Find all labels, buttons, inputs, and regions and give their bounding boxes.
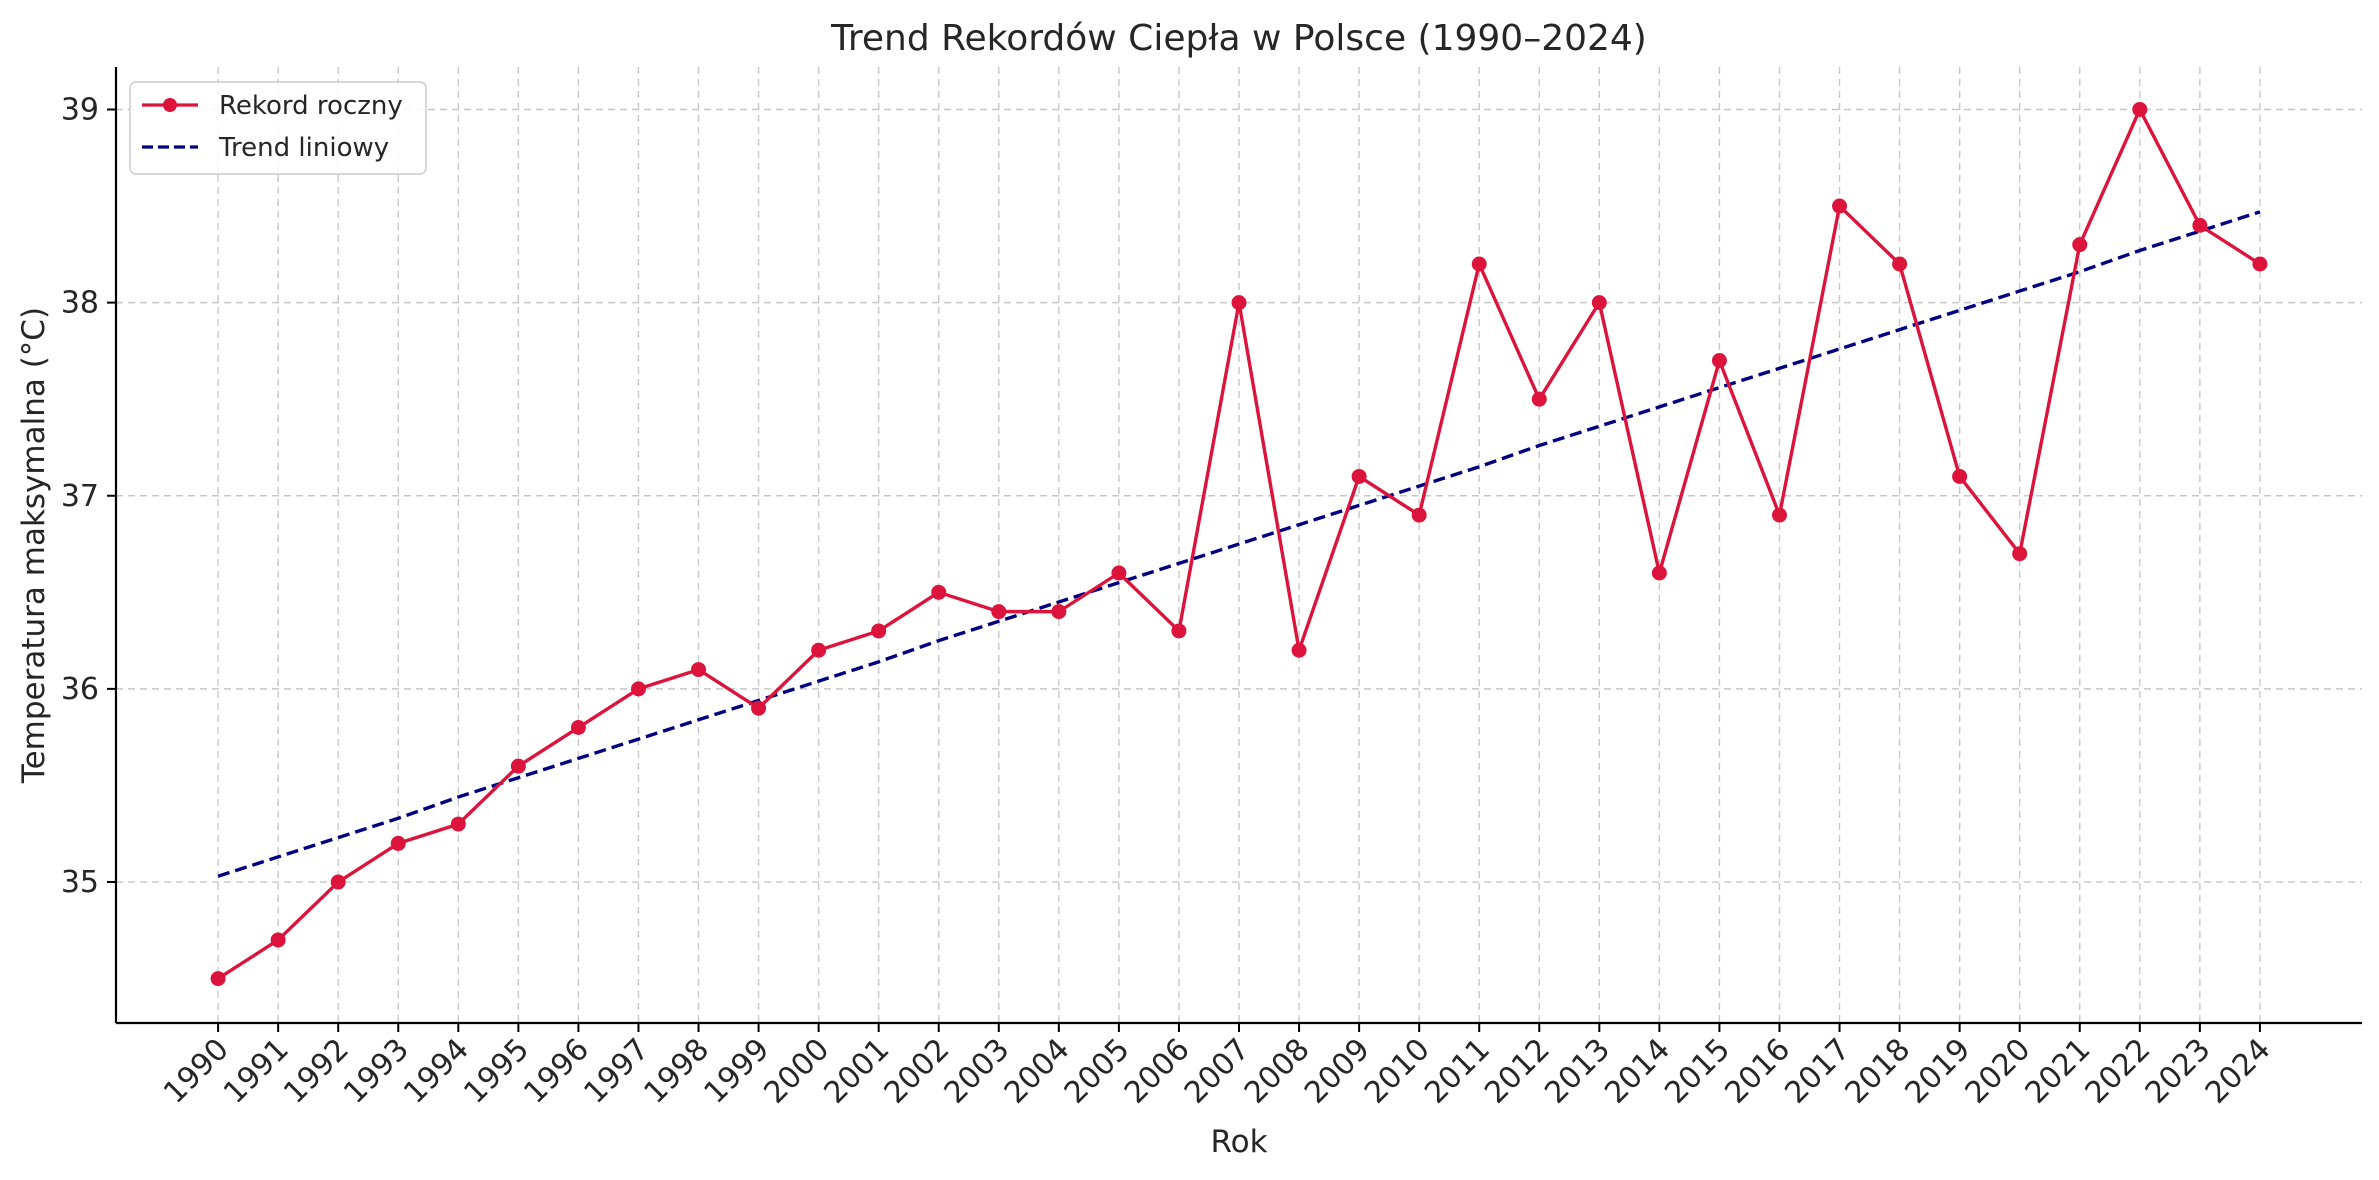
x-tick-label: 2011	[1418, 1032, 1497, 1111]
x-tick-label: 1999	[697, 1032, 776, 1111]
x-tick-label: 2009	[1298, 1032, 1377, 1111]
x-tick-label: 1994	[397, 1032, 476, 1111]
x-tick-label: 2010	[1358, 1032, 1437, 1111]
x-tick-label: 2023	[2139, 1032, 2218, 1111]
x-tick-label: 2024	[2199, 1032, 2278, 1111]
legend-box	[129, 81, 427, 175]
data-point-rekord	[691, 662, 707, 678]
data-point-rekord	[1591, 295, 1607, 311]
y-tick-label: 36	[61, 672, 99, 707]
x-tick-label: 1998	[637, 1032, 716, 1111]
data-point-rekord	[2072, 237, 2088, 253]
data-point-rekord	[1471, 256, 1487, 272]
x-tick-label: 1996	[517, 1032, 596, 1111]
x-tick-label: 1991	[217, 1032, 296, 1111]
legend-label-rekord: Rekord roczny	[219, 91, 403, 121]
x-tick-label: 2019	[1899, 1032, 1978, 1111]
data-point-rekord	[450, 816, 466, 832]
data-point-rekord	[931, 584, 947, 600]
data-point-rekord	[1832, 198, 1848, 214]
x-tick-label: 2001	[818, 1032, 897, 1111]
legend-label-trend: Trend liniowy	[218, 133, 389, 163]
data-point-rekord	[1531, 391, 1547, 407]
x-ticks: 1990199119921993199419951996199719981999…	[157, 1023, 2278, 1111]
legend-marker-rekord	[163, 98, 177, 112]
x-tick-label: 2014	[1598, 1032, 1677, 1111]
data-point-rekord	[1711, 353, 1727, 369]
x-tick-label: 1990	[157, 1032, 236, 1111]
data-point-rekord	[2192, 217, 2208, 233]
data-point-rekord	[871, 623, 887, 639]
data-point-rekord	[570, 720, 586, 736]
plot-area	[210, 101, 2268, 987]
legend: Rekord roczny Trend liniowy	[129, 81, 427, 175]
x-tick-label: 2022	[2079, 1032, 2158, 1111]
x-tick-label: 2005	[1058, 1032, 1137, 1111]
x-tick-label: 2017	[1778, 1032, 1857, 1111]
data-point-rekord	[751, 700, 767, 716]
data-point-rekord	[1051, 604, 1067, 620]
series-line-trend	[217, 210, 2261, 878]
x-tick-label: 2008	[1238, 1032, 1317, 1111]
data-point-rekord	[811, 642, 827, 658]
x-tick-label: 2015	[1658, 1032, 1737, 1111]
x-tick-label: 2000	[758, 1032, 837, 1111]
y-tick-label: 35	[61, 865, 99, 900]
data-point-rekord	[1411, 507, 1427, 523]
data-point-rekord	[1651, 565, 1667, 581]
chart-title: Trend Rekordów Ciepła w Polsce (1990–202…	[830, 18, 1647, 59]
data-point-rekord	[2012, 546, 2028, 562]
data-point-rekord	[1231, 295, 1247, 311]
data-point-rekord	[991, 604, 1007, 620]
x-tick-label: 1992	[277, 1032, 356, 1111]
data-point-rekord	[390, 835, 406, 851]
x-tick-label: 1997	[577, 1032, 656, 1111]
data-point-rekord	[1291, 642, 1307, 658]
x-tick-label: 2002	[878, 1032, 957, 1111]
y-tick-label: 39	[61, 92, 99, 127]
x-tick-label: 2006	[1118, 1032, 1197, 1111]
data-point-rekord	[1171, 623, 1187, 639]
x-tick-label: 1995	[457, 1032, 536, 1111]
x-tick-label: 2021	[2019, 1032, 2098, 1111]
y-tick-label: 37	[61, 479, 99, 514]
x-tick-label: 2004	[998, 1032, 1077, 1111]
y-tick-label: 38	[61, 286, 99, 321]
y-axis-label: Temperatura maksymalna (°C)	[16, 307, 52, 784]
data-point-rekord	[270, 932, 286, 948]
x-tick-label: 2013	[1538, 1032, 1617, 1111]
data-point-rekord	[1771, 507, 1787, 523]
x-tick-label: 2007	[1178, 1032, 1257, 1111]
x-tick-label: 2003	[938, 1032, 1017, 1111]
x-tick-label: 1993	[337, 1032, 416, 1111]
grid	[116, 67, 2362, 1023]
x-axis-label: Rok	[1210, 1124, 1267, 1160]
x-tick-label: 2012	[1478, 1032, 1557, 1111]
data-point-rekord	[1351, 468, 1367, 484]
data-point-rekord	[510, 758, 526, 774]
data-point-rekord	[330, 874, 346, 890]
data-point-rekord	[2132, 101, 2148, 117]
data-point-rekord	[2252, 256, 2268, 272]
data-point-rekord	[1952, 468, 1968, 484]
x-tick-label: 2018	[1839, 1032, 1918, 1111]
data-point-rekord	[1892, 256, 1908, 272]
data-point-rekord	[630, 681, 646, 697]
y-ticks: 35 36 37 38 39	[61, 92, 116, 900]
x-tick-label: 2016	[1718, 1032, 1797, 1111]
data-point-rekord	[210, 971, 226, 987]
x-tick-label: 2020	[1959, 1032, 2038, 1111]
data-point-rekord	[1111, 565, 1127, 581]
